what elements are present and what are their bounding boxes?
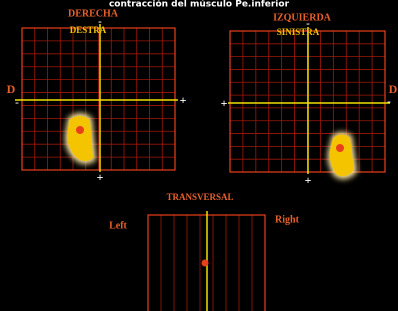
title: contracción del músculo Pe.inferior — [109, 0, 290, 10]
marker — [336, 144, 344, 152]
subheading: SINISTRA — [277, 27, 320, 37]
diagram: contracción del músculo Pe.inferior DERE… — [0, 0, 398, 311]
sign: - — [306, 18, 310, 30]
sign: + — [180, 93, 187, 107]
sign: - — [387, 96, 391, 108]
heading: IZQUIERDA — [273, 12, 332, 23]
marker — [202, 260, 209, 267]
left-grid — [15, 24, 178, 172]
side-label: Right — [275, 214, 300, 225]
side-label: D — [7, 82, 16, 96]
right-grid — [228, 27, 390, 174]
marker — [76, 126, 84, 134]
heading: TRANSVERSAL — [166, 192, 233, 202]
sign: + — [97, 170, 104, 184]
sign: - — [15, 97, 19, 109]
sign: - — [98, 16, 102, 28]
sign: + — [221, 96, 228, 110]
side-label: Left — [109, 220, 127, 231]
side-label: D — [389, 82, 398, 96]
sign: + — [305, 173, 312, 187]
heading: DERECHA — [68, 8, 119, 19]
